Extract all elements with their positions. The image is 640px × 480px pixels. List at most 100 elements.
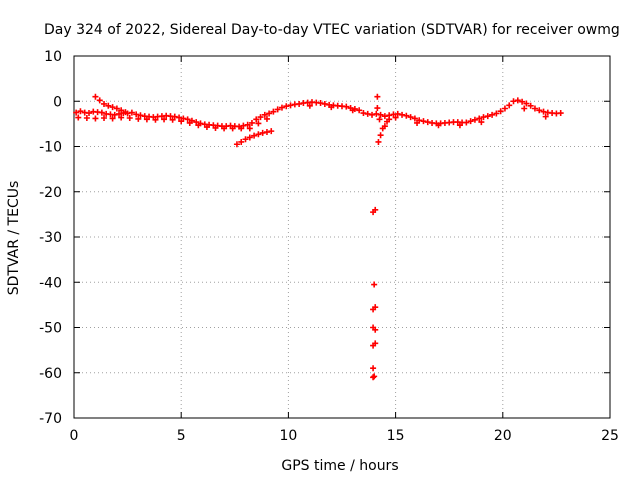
data-point [377,132,384,139]
data-point [287,102,294,109]
data-point [270,108,277,115]
chart-title: Day 324 of 2022, Sidereal Day-to-day VTE… [44,22,620,38]
data-point [317,100,324,107]
data-point [221,125,228,132]
y-tick-label: -70 [39,411,62,427]
data-point [195,122,202,129]
data-point [356,107,363,114]
data-point [403,112,410,119]
data-point [540,108,547,115]
data-point [411,115,418,122]
data-point [306,102,313,109]
data-point [248,119,255,126]
x-tick-label: 5 [177,428,186,444]
data-point [212,124,219,131]
data-point [193,119,200,126]
y-tick-label: -50 [39,321,62,337]
data-point [328,104,335,111]
data-point [171,113,178,120]
data-point [86,110,93,117]
data-point [376,116,383,123]
data-point [493,110,500,117]
data-point [101,114,108,121]
data-point [471,116,478,123]
data-point [137,112,144,119]
data-point [128,109,135,116]
data-point [143,116,150,123]
data-point [178,118,185,125]
data-point [394,110,401,117]
data-point [263,129,270,136]
data-point [133,111,140,118]
data-point [374,93,381,100]
x-tick-label: 15 [387,428,405,444]
data-point [372,206,379,213]
data-point [118,114,125,121]
data-point [557,110,564,117]
data-point [186,119,193,126]
data-point [203,124,210,131]
data-point [244,121,251,128]
data-point [321,100,328,107]
data-point [510,98,517,105]
data-point [109,115,116,122]
series-main-band [73,97,564,130]
data-point [392,114,399,121]
data-point [109,104,116,111]
data-point [478,119,485,126]
x-tick-label: 25 [601,428,619,444]
y-tick-label: 0 [53,94,62,110]
data-point [381,113,388,120]
data-point [370,365,377,372]
data-point [514,97,521,104]
data-point [407,114,414,121]
data-point [369,111,376,118]
data-point [521,105,528,112]
y-tick-label: -10 [39,140,62,156]
data-point [480,114,487,121]
data-point [364,110,371,117]
data-point [506,102,513,109]
data-point [349,107,356,114]
data-point [420,118,427,125]
data-point [263,115,270,122]
y-tick-label: 10 [44,49,62,65]
x-axis-label: GPS time / hours [281,458,398,474]
series-lower-segment [233,128,275,148]
axis-ticks: 0 5 10 15 20 25 10 0 -10 -20 -30 -40 -50 -60 -70 [39,49,619,444]
data-point [370,374,377,381]
data-point [531,105,538,112]
data-point [255,120,262,127]
data-point [176,114,183,121]
data-point [233,141,240,148]
data-point [238,125,245,132]
data-point [463,119,470,126]
data-point [135,115,142,122]
data-point [542,113,549,120]
data-point [489,111,496,118]
data-point [116,110,123,117]
data-point [501,105,508,112]
data-point [519,98,526,105]
data-point [371,281,378,288]
data-point [169,116,176,123]
data-point [126,114,133,121]
x-tick-label: 0 [70,428,79,444]
data-point [414,119,421,126]
data-point [259,129,266,136]
grid-lines [74,56,610,418]
data-point [152,116,159,123]
y-tick-label: -40 [39,275,62,291]
data-point [242,136,249,143]
data-point [266,110,273,117]
data-point [251,132,258,139]
data-point [274,106,281,113]
data-point [101,100,108,107]
data-point [476,115,483,122]
data-point [283,103,290,110]
data-point [343,103,350,110]
data-point [118,107,125,114]
data-point [435,122,442,129]
data-point [527,102,534,109]
data-point [484,113,491,120]
